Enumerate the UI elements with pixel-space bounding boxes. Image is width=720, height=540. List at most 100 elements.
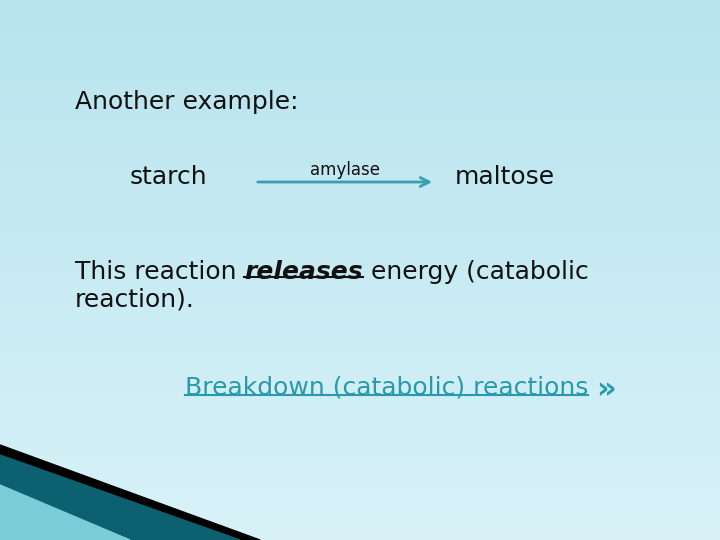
- Bar: [0, 479, 720, 480]
- Bar: [0, 58, 720, 59]
- Bar: [0, 79, 720, 80]
- Bar: [0, 311, 720, 312]
- Bar: [0, 477, 720, 478]
- Bar: [0, 165, 720, 166]
- Bar: [0, 369, 720, 370]
- Bar: [0, 70, 720, 71]
- Text: Another example:: Another example:: [75, 90, 299, 114]
- Bar: [0, 459, 720, 460]
- Bar: [0, 521, 720, 522]
- Bar: [0, 127, 720, 128]
- Bar: [0, 47, 720, 48]
- Bar: [0, 192, 720, 193]
- Text: amylase: amylase: [310, 161, 380, 179]
- Bar: [0, 6, 720, 7]
- Bar: [0, 135, 720, 136]
- Bar: [0, 224, 720, 225]
- Bar: [0, 412, 720, 413]
- Bar: [0, 108, 720, 109]
- Bar: [0, 254, 720, 255]
- Bar: [0, 126, 720, 127]
- Bar: [0, 426, 720, 427]
- Bar: [0, 140, 720, 141]
- Bar: [0, 179, 720, 180]
- Bar: [0, 446, 720, 447]
- Bar: [0, 144, 720, 145]
- Bar: [0, 130, 720, 131]
- Bar: [0, 172, 720, 173]
- Bar: [0, 372, 720, 373]
- Bar: [0, 315, 720, 316]
- Bar: [0, 275, 720, 276]
- Bar: [0, 538, 720, 539]
- Bar: [0, 470, 720, 471]
- Bar: [0, 217, 720, 218]
- Bar: [0, 485, 720, 486]
- Bar: [0, 20, 720, 21]
- Bar: [0, 511, 720, 512]
- Bar: [0, 465, 720, 466]
- Bar: [0, 88, 720, 89]
- Bar: [0, 495, 720, 496]
- Bar: [0, 120, 720, 121]
- Bar: [0, 131, 720, 132]
- Bar: [0, 478, 720, 479]
- Bar: [0, 34, 720, 35]
- Bar: [0, 342, 720, 343]
- Bar: [0, 178, 720, 179]
- Bar: [0, 12, 720, 13]
- Bar: [0, 48, 720, 49]
- Bar: [0, 239, 720, 240]
- Bar: [0, 210, 720, 211]
- Bar: [0, 362, 720, 363]
- Bar: [0, 261, 720, 262]
- Bar: [0, 181, 720, 182]
- Bar: [0, 38, 720, 39]
- Bar: [0, 255, 720, 256]
- Bar: [0, 497, 720, 498]
- Bar: [0, 469, 720, 470]
- Polygon shape: [0, 455, 240, 540]
- Bar: [0, 347, 720, 348]
- Bar: [0, 486, 720, 487]
- Bar: [0, 388, 720, 389]
- Bar: [0, 422, 720, 423]
- Bar: [0, 265, 720, 266]
- Bar: [0, 121, 720, 122]
- Bar: [0, 468, 720, 469]
- Bar: [0, 415, 720, 416]
- Bar: [0, 16, 720, 17]
- Bar: [0, 45, 720, 46]
- Bar: [0, 115, 720, 116]
- Bar: [0, 441, 720, 442]
- Bar: [0, 335, 720, 336]
- Bar: [0, 401, 720, 402]
- Bar: [0, 216, 720, 217]
- Bar: [0, 56, 720, 57]
- Bar: [0, 445, 720, 446]
- Bar: [0, 483, 720, 484]
- Bar: [0, 175, 720, 176]
- Bar: [0, 496, 720, 497]
- Bar: [0, 322, 720, 323]
- Bar: [0, 413, 720, 414]
- Bar: [0, 513, 720, 514]
- Bar: [0, 356, 720, 357]
- Bar: [0, 148, 720, 149]
- Bar: [0, 424, 720, 425]
- Bar: [0, 291, 720, 292]
- Bar: [0, 329, 720, 330]
- Bar: [0, 395, 720, 396]
- Bar: [0, 333, 720, 334]
- Bar: [0, 65, 720, 66]
- Bar: [0, 77, 720, 78]
- Bar: [0, 62, 720, 63]
- Bar: [0, 215, 720, 216]
- Bar: [0, 35, 720, 36]
- Text: Breakdown (catabolic) reactions: Breakdown (catabolic) reactions: [185, 375, 588, 399]
- Bar: [0, 244, 720, 245]
- Bar: [0, 529, 720, 530]
- Bar: [0, 456, 720, 457]
- Bar: [0, 482, 720, 483]
- Bar: [0, 195, 720, 196]
